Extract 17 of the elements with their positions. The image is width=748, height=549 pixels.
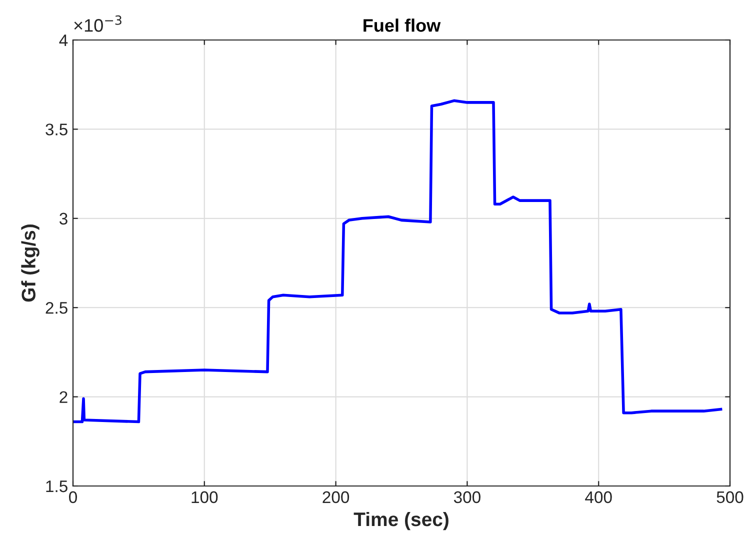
y-tick-label: 2.5 [46,302,68,314]
x-tick-label: 500 [716,491,744,504]
x-tick-label: 0 [69,491,77,504]
x-tick-label: 200 [322,491,350,504]
y-axis-title: Gf (kg/s) [21,224,40,302]
y-tick-label: 2 [60,391,68,403]
x-axis-title: Time (sec) [354,512,448,530]
chart-title: Fuel flow [364,18,441,32]
y-tick-label: 3 [60,212,68,225]
x-tick-label: 100 [192,491,218,504]
y-tick-label: 3.5 [46,124,68,136]
x-tick-label: 400 [585,491,612,504]
y-tick-label: 1.5 [46,480,68,492]
text: ×10$^{−3}$ [74,15,122,32]
x-tick-label: 300 [454,491,480,504]
line-series [73,99,722,424]
y-tick-label: 4 [59,34,68,46]
